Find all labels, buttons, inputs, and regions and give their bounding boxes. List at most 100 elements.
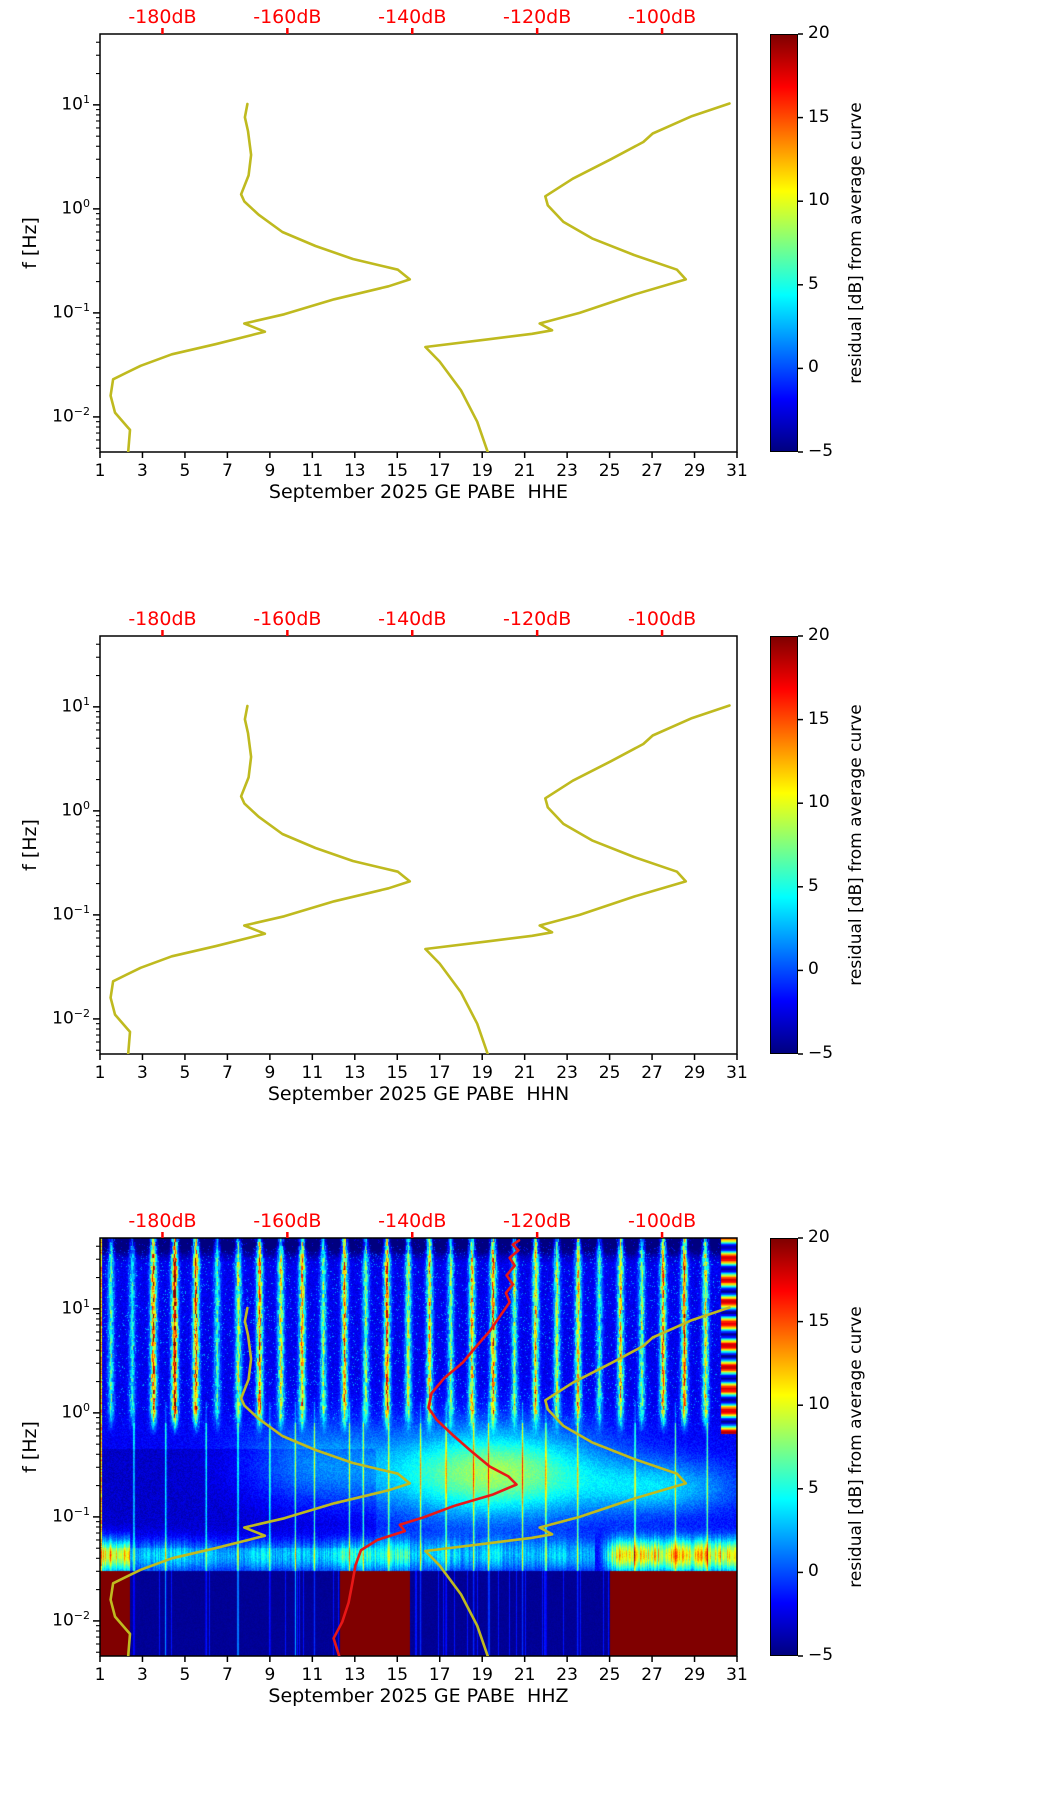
top-axis-tick-label: -160dB: [253, 608, 322, 630]
x-tick-label: 9: [264, 1665, 276, 1685]
x-tick-label: 5: [179, 1665, 191, 1685]
x-tick-label: 13: [343, 1665, 366, 1685]
x-tick-label: 31: [726, 1063, 748, 1083]
x-axis-label: September 2025 GE PABE HHE: [268, 481, 569, 503]
x-tick-label: 11: [301, 1063, 324, 1083]
colorbar-tick-label: −5: [808, 441, 834, 461]
colorbar-tick-label: 20: [808, 1227, 830, 1247]
y-axis-label: f [Hz]: [19, 819, 41, 871]
y-tick-label: 10−1: [52, 902, 90, 925]
top-axis-tick-label: -120dB: [503, 6, 572, 28]
y-tick-label: 10−2: [52, 404, 90, 427]
x-tick-label: 17: [428, 461, 451, 481]
panel-hhn: f [Hz] September 2025 GE PABE HHN residu…: [0, 602, 1052, 1204]
y-tick-label: 101: [61, 694, 90, 717]
axes-hhz: [93, 1232, 803, 1662]
x-tick-label: 3: [137, 1063, 148, 1083]
top-axis-tick-label: -120dB: [503, 1210, 572, 1232]
panel-hhe: f [Hz] September 2025 GE PABE HHE residu…: [0, 0, 1052, 602]
y-tick-label: 101: [61, 92, 90, 115]
x-tick-label: 21: [513, 1063, 536, 1083]
x-tick-label: 11: [301, 461, 324, 481]
colorbar-tick-label: 15: [808, 1310, 830, 1331]
x-tick-label: 1: [94, 461, 106, 481]
x-tick-label: 21: [513, 1665, 536, 1685]
colorbar-tick-label: −5: [808, 1043, 834, 1063]
station-psd-curve: [332, 1239, 521, 1656]
y-tick-label: 10−2: [52, 1608, 90, 1631]
colorbar-label: residual [dB] from average curve: [846, 102, 866, 384]
x-tick-label: 15: [386, 461, 409, 481]
colorbar-tick-label: 0: [808, 959, 819, 980]
panel-hhz: f [Hz] September 2025 GE PABE HHZ residu…: [0, 1204, 1052, 1806]
x-tick-label: 19: [471, 1665, 493, 1685]
y-axis-label: f [Hz]: [19, 1421, 41, 1473]
x-tick-label: 13: [343, 461, 366, 481]
top-axis-tick-label: -100dB: [627, 1210, 697, 1232]
x-tick-label: 27: [641, 1665, 663, 1685]
low-noise-model-curve: [109, 102, 412, 452]
colorbar-gradient: [770, 34, 798, 452]
x-tick-label: 3: [137, 461, 148, 481]
low-noise-model-curve: [109, 704, 412, 1054]
x-axis-label: September 2025 GE PABE HHN: [267, 1083, 570, 1105]
x-tick-label: 7: [221, 461, 233, 481]
top-axis-tick-label: -180dB: [128, 1210, 197, 1232]
colorbar-label: residual [dB] from average curve: [846, 1306, 866, 1588]
y-tick-label: 101: [61, 1296, 90, 1319]
top-axis-tick-label: -100dB: [627, 6, 697, 28]
y-tick-label: 100: [61, 196, 90, 219]
y-tick-label: 10−2: [52, 1006, 90, 1029]
x-tick-label: 31: [726, 1665, 748, 1685]
colorbar-tick-label: −5: [808, 1645, 834, 1665]
colorbar-tick-label: 10: [808, 190, 830, 211]
y-axis-label: f [Hz]: [19, 217, 41, 269]
colorbar-tick-label: 5: [808, 1477, 819, 1498]
colorbar-gradient: [770, 1238, 798, 1656]
top-axis-tick-label: -180dB: [128, 6, 197, 28]
x-tick-label: 21: [513, 461, 536, 481]
x-tick-label: 5: [179, 1063, 191, 1083]
x-tick-label: 29: [683, 1665, 706, 1685]
top-axis-tick-label: -140dB: [378, 1210, 447, 1232]
x-tick-label: 19: [471, 461, 493, 481]
x-tick-label: 29: [683, 1063, 706, 1083]
colorbar-label: residual [dB] from average curve: [846, 704, 866, 986]
colorbar-tick-label: 20: [808, 23, 830, 43]
colorbar-tick-label: 20: [808, 625, 830, 645]
x-tick-label: 15: [386, 1063, 409, 1083]
top-axis-tick-label: -160dB: [253, 1210, 322, 1232]
top-axis-tick-label: -180dB: [128, 608, 197, 630]
x-tick-label: 7: [221, 1063, 233, 1083]
x-tick-label: 15: [386, 1665, 409, 1685]
colorbar-tick-label: 10: [808, 1394, 830, 1415]
x-tick-label: 29: [683, 461, 706, 481]
colorbar-tick-label: 15: [808, 708, 830, 729]
x-tick-label: 19: [471, 1063, 493, 1083]
top-axis-tick-label: -120dB: [503, 608, 572, 630]
x-tick-label: 23: [556, 461, 578, 481]
axes-hhn: [93, 630, 803, 1060]
colorbar-tick-label: 5: [808, 875, 819, 896]
y-tick-label: 10−1: [52, 300, 90, 323]
x-tick-label: 31: [726, 461, 748, 481]
x-tick-label: 25: [598, 1665, 621, 1685]
x-tick-label: 17: [428, 1063, 451, 1083]
x-tick-label: 1: [94, 1665, 106, 1685]
colorbar-tick-label: 5: [808, 273, 819, 294]
top-axis-tick-label: -160dB: [253, 6, 322, 28]
x-axis-label: September 2025 GE PABE HHZ: [268, 1685, 569, 1707]
x-tick-label: 27: [641, 1063, 663, 1083]
y-tick-label: 10−1: [52, 1504, 90, 1527]
x-tick-label: 17: [428, 1665, 451, 1685]
high-noise-model-curve: [424, 704, 731, 1054]
x-tick-label: 23: [556, 1063, 578, 1083]
x-tick-label: 13: [343, 1063, 366, 1083]
colorbar-tick-label: 0: [808, 1561, 819, 1582]
y-tick-label: 100: [61, 798, 90, 821]
x-tick-label: 5: [179, 461, 191, 481]
x-tick-label: 7: [221, 1665, 233, 1685]
y-tick-label: 100: [61, 1400, 90, 1423]
top-axis-tick-label: -140dB: [378, 6, 447, 28]
